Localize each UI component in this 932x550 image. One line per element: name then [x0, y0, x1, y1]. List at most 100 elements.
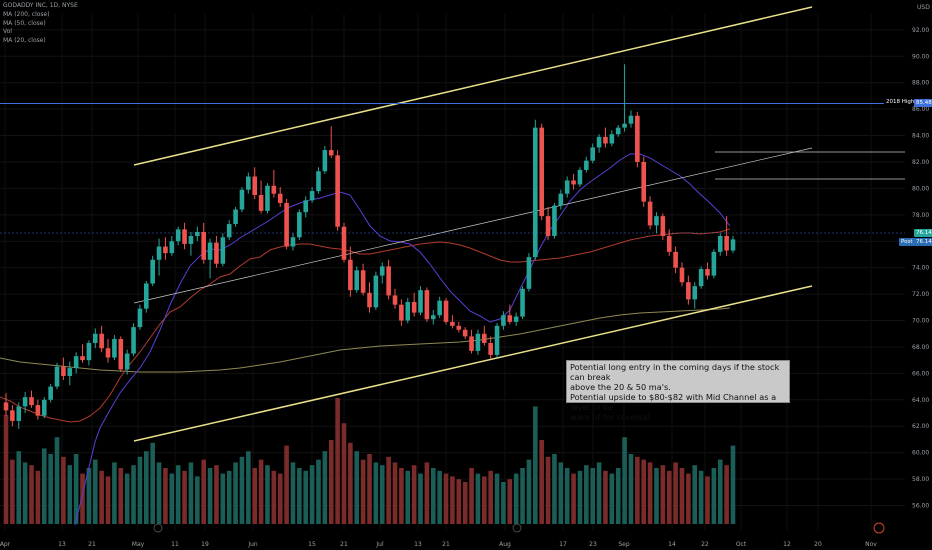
price-axis[interactable]: 92.00 90.00 88.00 86.00 84.00 82.00 80.00 78.00…: [912, 27, 929, 510]
volume-bar: [335, 398, 340, 524]
y-tick-label: 78.00: [912, 212, 929, 219]
candle-body: [112, 339, 117, 358]
earnings-upcoming-icon[interactable]: [873, 522, 885, 534]
volume-bar: [137, 456, 143, 524]
candle: [92, 328, 98, 349]
earnings-event-icon[interactable]: [512, 523, 522, 533]
candle-body: [373, 275, 379, 308]
volume-bar: [54, 437, 60, 524]
note-line: above the 20 & 50 ma's.: [570, 382, 671, 392]
candle-body: [456, 325, 462, 330]
candle: [86, 340, 92, 366]
legend-ma20[interactable]: MA (20, close): [3, 37, 46, 45]
candle-body: [367, 292, 372, 308]
candle-body: [86, 342, 92, 361]
volume-bar: [660, 465, 666, 524]
candle: [488, 336, 493, 359]
volume-bar: [481, 476, 487, 524]
candle-body: [584, 160, 589, 170]
candle: [297, 209, 302, 240]
volume-bar: [131, 465, 136, 524]
volume-bar: [341, 423, 347, 524]
candle-body: [679, 267, 685, 283]
legend-ma200[interactable]: MA (200, close): [3, 10, 50, 18]
volume-bars: [3, 398, 736, 524]
candle-body: [724, 235, 729, 251]
x-tick-label: 13: [414, 541, 422, 548]
x-tick-label: Nov: [865, 541, 877, 548]
x-tick-label: 19: [201, 541, 209, 548]
candle: [379, 262, 385, 284]
volume-bar: [316, 459, 321, 524]
event-markers[interactable]: [153, 522, 885, 534]
candle-body: [513, 316, 519, 322]
volume-bar: [673, 462, 678, 524]
candle-body: [290, 237, 296, 247]
candle-body: [494, 325, 500, 355]
volume-bar: [10, 459, 15, 524]
volume-bar: [399, 468, 404, 524]
legend-volume[interactable]: Vol: [3, 28, 12, 36]
candle: [207, 238, 213, 279]
volume-bar: [328, 440, 334, 524]
volume-bar: [609, 473, 615, 524]
candle: [99, 325, 104, 353]
volume-bar: [175, 465, 181, 524]
candle: [673, 246, 678, 273]
candle-body: [239, 189, 245, 210]
trade-idea-note[interactable]: Potential long entry in the coming days …: [566, 360, 790, 422]
symbol-title[interactable]: GODADDY INC, 1D, NYSE: [3, 2, 78, 9]
volume-bar: [469, 468, 474, 524]
candle: [226, 220, 232, 240]
volume-bar: [207, 468, 213, 524]
legend-ma50[interactable]: MA (50, close): [3, 19, 46, 27]
candle-body: [360, 270, 366, 293]
x-tick-label: Apr: [0, 541, 11, 548]
candle-body: [144, 283, 149, 309]
volume-bar: [67, 465, 73, 524]
candle-body: [61, 366, 66, 377]
volume-bar: [360, 459, 366, 524]
candle-body: [297, 212, 302, 238]
volume-bar: [488, 470, 493, 524]
channel-lower-line[interactable]: [133, 285, 813, 442]
volume-bar: [163, 468, 168, 524]
candle: [558, 189, 564, 210]
ma200-line: [0, 307, 731, 373]
volume-bar: [144, 451, 149, 524]
candle: [3, 393, 9, 416]
candle-body: [443, 300, 449, 322]
time-axis[interactable]: Apr 13 21 May 11 19 Jun 15 21 Jul 13 21 Aug 17 23 Sep 14…: [0, 541, 877, 548]
candle-body: [717, 235, 723, 252]
y-tick-label: 68.00: [912, 344, 929, 351]
candle: [666, 229, 672, 256]
candle-body: [437, 300, 442, 316]
channel-trendlines[interactable]: [0, 6, 905, 442]
volume-bar: [124, 473, 130, 524]
candle: [354, 266, 360, 293]
channel-mid-line[interactable]: [133, 147, 813, 304]
volume-bar: [405, 470, 411, 524]
channel-upper-line[interactable]: [133, 6, 813, 166]
volume-bar: [112, 462, 117, 524]
volume-bar: [533, 406, 538, 524]
candle-body: [3, 402, 9, 411]
candle: [341, 222, 347, 263]
candle-body: [711, 251, 717, 276]
candle: [112, 335, 117, 361]
volume-bar: [195, 476, 200, 524]
candle: [303, 196, 309, 218]
y-tick-label: 80.00: [912, 185, 929, 192]
volume-bar: [717, 459, 723, 524]
candle-body: [99, 333, 104, 349]
earnings-event-icon[interactable]: [153, 523, 163, 533]
volume-bar: [705, 476, 710, 524]
candle: [475, 329, 481, 355]
candle-body: [571, 180, 576, 185]
candle: [137, 304, 143, 330]
x-tick-label: Jul: [375, 541, 384, 548]
candle-body: [577, 169, 583, 185]
candle: [246, 172, 251, 194]
candle-body: [686, 282, 691, 300]
